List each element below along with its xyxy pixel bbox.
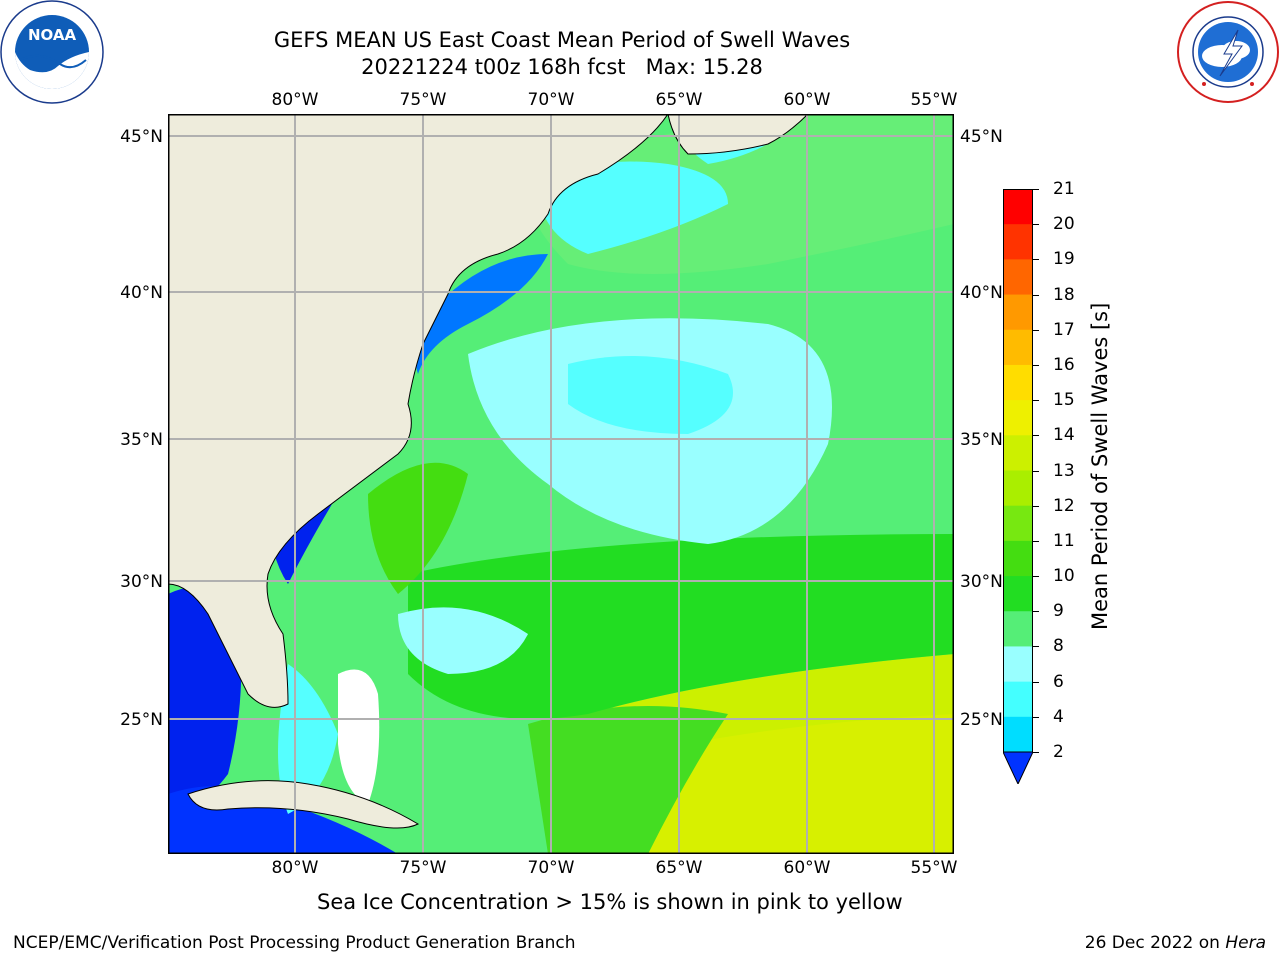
lon-label-bottom: 75°W — [399, 858, 447, 878]
lat-label-left: 30°N — [120, 572, 163, 592]
colorbar-segment — [1003, 470, 1033, 507]
lon-label-bottom: 80°W — [271, 858, 319, 878]
colorbar-tick-label: 4 — [1053, 706, 1064, 727]
footer-date: 26 Dec 2022 on Hera — [1085, 933, 1266, 953]
chart-title: GEFS MEAN US East Coast Mean Period of S… — [273, 28, 851, 52]
noaa-logo-icon: NOAA — [0, 0, 104, 108]
lat-label-left: 35°N — [120, 430, 163, 450]
colorbar-segment — [1003, 540, 1033, 577]
lon-label-top: 75°W — [399, 90, 447, 110]
colorbar-segment — [1003, 681, 1033, 718]
lat-label-left: 40°N — [120, 283, 163, 303]
lat-label-right: 40°N — [960, 283, 1003, 303]
colorbar-segment — [1003, 259, 1033, 296]
lon-label-top: 80°W — [271, 90, 319, 110]
colorbar-tick-mark — [1033, 329, 1039, 331]
footer-date-text: 26 Dec 2022 on — [1084, 933, 1226, 953]
chart-subtitle: 20221224 t00z 168h fcst Max: 15.28 — [361, 55, 763, 79]
colorbar-segment — [1003, 611, 1033, 647]
map-panel[interactable] — [168, 114, 954, 854]
lat-label-left: 25°N — [120, 710, 163, 730]
colorbar-segment — [1003, 576, 1033, 612]
lat-label-right: 25°N — [960, 710, 1003, 730]
colorbar-segment — [1003, 646, 1033, 683]
sea-ice-note: Sea Ice Concentration > 15% is shown in … — [0, 890, 1280, 914]
colorbar-tick-label: 13 — [1053, 460, 1075, 481]
colorbar-tick-label: 19 — [1053, 249, 1075, 270]
lon-label-bottom: 65°W — [655, 858, 703, 878]
colorbar-tick-mark — [1033, 716, 1039, 718]
colorbar-label: Mean Period of Swell Waves [s] — [1088, 302, 1112, 630]
colorbar-tick-label: 11 — [1053, 530, 1075, 551]
colorbar-segment — [1003, 435, 1033, 471]
colorbar-segment — [1003, 364, 1033, 401]
nws-logo-icon — [1176, 0, 1280, 108]
colorbar-tick-label: 9 — [1053, 601, 1064, 622]
lon-label-top: 70°W — [527, 90, 575, 110]
colorbar-tick-mark — [1033, 294, 1039, 296]
lat-label-left: 45°N — [120, 127, 163, 147]
colorbar-tick-label: 8 — [1053, 636, 1064, 657]
sea-ice-note-text: Sea Ice Concentration > 15% is shown in … — [317, 890, 903, 914]
colorbar-tick-mark — [1033, 364, 1039, 366]
colorbar-tick-label: 20 — [1053, 214, 1075, 235]
ocean-shortperiod-region — [538, 161, 728, 254]
lon-label-top: 60°W — [783, 90, 831, 110]
colorbar-tick-mark — [1033, 259, 1039, 261]
footer-machine: Hera — [1225, 933, 1266, 953]
colorbar-tick-label: 14 — [1053, 425, 1075, 446]
colorbar-segment — [1003, 189, 1033, 225]
lat-label-right: 30°N — [960, 572, 1003, 592]
ocean-coastal-blue — [415, 254, 548, 374]
colorbar-tick-mark — [1033, 611, 1039, 613]
colorbar-segment — [1003, 224, 1033, 260]
colorbar-segment — [1003, 294, 1033, 331]
colorbar-tick-mark — [1033, 435, 1039, 437]
land-cuba — [187, 780, 420, 829]
colorbar — [1003, 189, 1033, 784]
colorbar-segment — [1003, 716, 1033, 753]
colorbar-tick-mark — [1033, 540, 1039, 542]
colorbar-segment — [1003, 400, 1033, 436]
colorbar-segment — [1003, 329, 1033, 366]
colorbar-tick-mark — [1033, 224, 1039, 226]
lon-label-top: 65°W — [655, 90, 703, 110]
colorbar-tick-mark — [1033, 681, 1039, 683]
colorbar-frame — [1003, 189, 1033, 753]
colorbar-tick-mark — [1033, 505, 1039, 507]
colorbar-tick-mark — [1033, 400, 1039, 402]
footer-credit: NCEP/EMC/Verification Post Processing Pr… — [13, 933, 576, 953]
colorbar-segment — [1003, 505, 1033, 542]
colorbar-tick-mark — [1033, 470, 1039, 472]
land-north-america — [168, 114, 669, 708]
graticule — [168, 114, 954, 854]
lat-label-right: 35°N — [960, 430, 1003, 450]
colorbar-tick-mark — [1033, 189, 1039, 190]
colorbar-tick-label: 17 — [1053, 319, 1075, 340]
colorbar-tick-mark — [1033, 646, 1039, 648]
land-nova-scotia — [667, 114, 809, 155]
lon-label-bottom: 60°W — [783, 858, 831, 878]
colorbar-tick-label: 2 — [1053, 742, 1064, 762]
colorbar-tick-label: 16 — [1053, 354, 1075, 375]
lon-label-bottom: 55°W — [910, 858, 958, 878]
colorbar-extend-arrow — [1003, 751, 1033, 784]
lon-label-bottom: 70°W — [527, 858, 575, 878]
lon-label-top: 55°W — [910, 90, 958, 110]
colorbar-tick-label: 12 — [1053, 495, 1075, 516]
colorbar-tick-label: 21 — [1053, 179, 1075, 199]
colorbar-tick-label: 18 — [1053, 284, 1075, 305]
colorbar-tick-label: 6 — [1053, 671, 1064, 692]
colorbar-tick-mark — [1033, 576, 1039, 578]
colorbar-tick-label: 15 — [1053, 390, 1075, 411]
colorbar-tick-label: 10 — [1053, 566, 1075, 587]
lat-label-right: 45°N — [960, 127, 1003, 147]
noaa-logo-text: NOAA — [28, 26, 77, 44]
colorbar-tick-mark — [1033, 752, 1039, 753]
